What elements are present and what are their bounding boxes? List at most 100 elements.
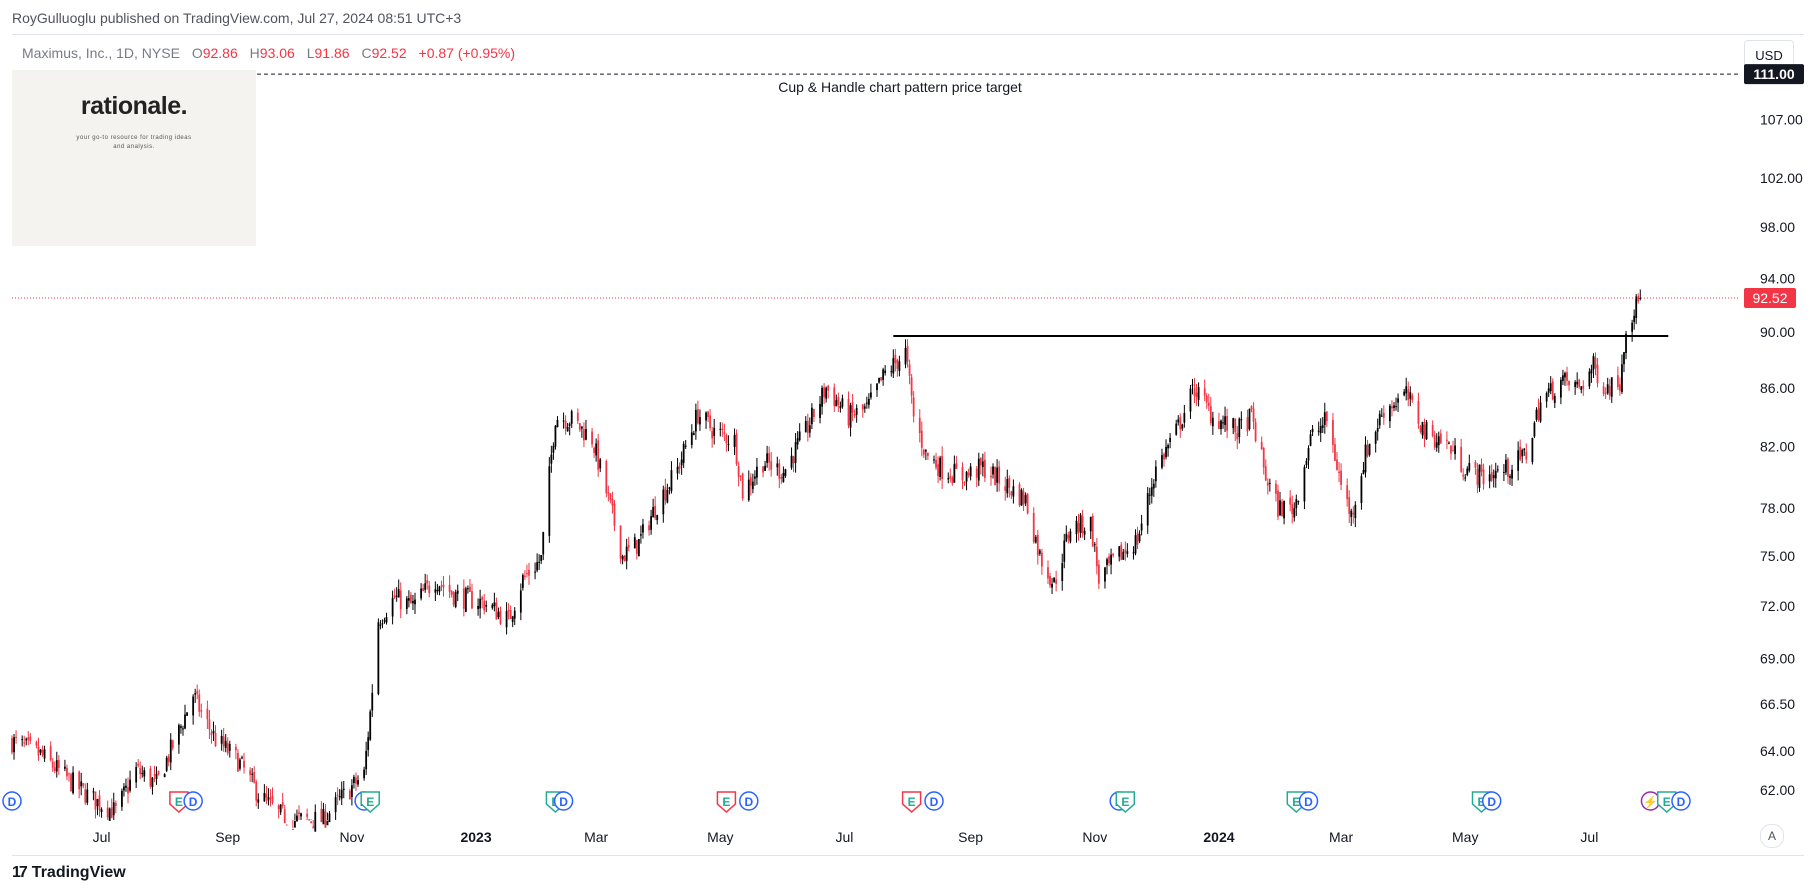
candle-body xyxy=(1340,470,1342,485)
candle-body xyxy=(1366,444,1369,457)
candle-body xyxy=(756,466,758,478)
candle-body xyxy=(697,409,699,424)
candle-body xyxy=(1562,375,1564,382)
dividend-icon[interactable]: D xyxy=(924,791,944,811)
candle-body xyxy=(609,493,612,500)
y-tick-label: 107.00 xyxy=(1760,111,1803,127)
legend-open-value: 92.86 xyxy=(202,45,238,61)
candle-body xyxy=(721,428,724,430)
earnings-icon[interactable]: E xyxy=(1656,791,1677,814)
candle-body xyxy=(306,813,309,817)
candle-body xyxy=(1193,387,1196,397)
candle-body xyxy=(1191,384,1194,386)
dividend-icon[interactable]: D xyxy=(1481,791,1502,811)
earnings-icon[interactable]: E xyxy=(360,791,380,814)
candle-body xyxy=(436,590,439,592)
earnings-marker-shape xyxy=(901,791,922,814)
candle-body xyxy=(1163,453,1165,460)
candle-body xyxy=(1476,468,1479,485)
candle-body xyxy=(597,440,600,470)
candle-body xyxy=(171,740,174,749)
candle-body xyxy=(1334,444,1336,461)
candle-body xyxy=(198,694,201,712)
dividend-icon[interactable]: D xyxy=(1671,791,1691,811)
x-tick-label: Nov xyxy=(1082,829,1107,845)
candle-body xyxy=(1032,512,1035,542)
candle-body xyxy=(680,459,683,466)
candle-body xyxy=(1474,461,1477,468)
candle-body xyxy=(1169,437,1172,443)
candle-body xyxy=(348,790,351,800)
earnings-icon[interactable]: E xyxy=(169,791,189,814)
candle-body xyxy=(106,807,109,818)
candle-body xyxy=(357,780,359,785)
candle-body xyxy=(1224,416,1226,425)
split-icon[interactable]: ⚡ xyxy=(1640,791,1661,811)
chart-frame[interactable] xyxy=(12,34,1804,856)
earnings-icon[interactable]: E xyxy=(901,791,922,814)
dividend-icon[interactable]: D xyxy=(183,791,203,811)
candle-body xyxy=(1051,583,1053,588)
legend-low-value: 91.86 xyxy=(314,45,350,61)
candle-body xyxy=(1338,471,1340,474)
event-marker-label: D xyxy=(1677,795,1686,809)
candle-body xyxy=(1097,564,1100,584)
candle-body xyxy=(1211,417,1214,427)
candle-body xyxy=(86,789,89,803)
candle-body xyxy=(1264,466,1267,481)
candle-body xyxy=(184,714,186,729)
y-tick-label: 90.00 xyxy=(1760,324,1795,340)
candle-body xyxy=(1454,445,1456,455)
candle-body xyxy=(1435,442,1438,448)
candle-body xyxy=(637,539,640,557)
dividend-icon[interactable]: D xyxy=(1298,791,1319,811)
earnings-icon[interactable]: E xyxy=(716,791,737,814)
candle-body xyxy=(1448,442,1450,444)
candle-body xyxy=(220,735,223,744)
candle-body xyxy=(324,811,327,828)
event-marker-label: E xyxy=(1478,795,1486,809)
earnings-icon[interactable]: E xyxy=(1115,791,1136,814)
x-tick-label: 2023 xyxy=(460,829,491,845)
candle-body xyxy=(393,595,396,598)
candle-body xyxy=(1303,467,1306,502)
candle-body xyxy=(469,586,471,592)
candle-body xyxy=(1179,417,1182,430)
candle-body xyxy=(1218,421,1220,430)
x-tick-label: Nov xyxy=(339,829,364,845)
candle-body xyxy=(1120,544,1123,560)
candle-body xyxy=(29,736,32,741)
x-tick-label: Jul xyxy=(93,829,111,845)
auto-scale-button[interactable]: A xyxy=(1760,824,1784,848)
candle-body xyxy=(837,397,840,405)
candle-body xyxy=(1234,418,1237,433)
candle-body xyxy=(1389,405,1391,422)
candle-body xyxy=(1165,446,1167,458)
candle-body xyxy=(1462,474,1465,477)
candle-body xyxy=(1362,470,1365,475)
candle-body xyxy=(1309,434,1312,446)
legend-low-label: L xyxy=(306,45,315,61)
candle-body xyxy=(1177,419,1180,423)
dividend-icon[interactable]: D xyxy=(553,791,574,811)
tradingview-logo[interactable]: 17 TradingView xyxy=(12,864,126,882)
candle-body xyxy=(137,763,140,766)
candle-body xyxy=(1104,567,1106,582)
event-marker-shape xyxy=(1481,791,1502,811)
candle-body xyxy=(670,470,673,492)
candle-body xyxy=(1566,372,1568,381)
event-marker-label: E xyxy=(908,795,916,809)
candle-body xyxy=(1490,472,1493,481)
drawings: Cup & Handle chart pattern price target 1… xyxy=(12,64,1804,337)
tradingview-logo-icon: 17 xyxy=(12,864,28,881)
dividend-icon[interactable]: D xyxy=(2,791,22,811)
dividend-icon[interactable]: D xyxy=(739,791,759,811)
candle-body xyxy=(642,524,644,533)
candle-body xyxy=(955,462,958,469)
candle-body xyxy=(1397,398,1399,403)
candle-body xyxy=(896,359,899,369)
candle-body xyxy=(536,562,539,571)
candle-body xyxy=(326,820,329,826)
y-tick-label: 86.00 xyxy=(1760,380,1795,396)
